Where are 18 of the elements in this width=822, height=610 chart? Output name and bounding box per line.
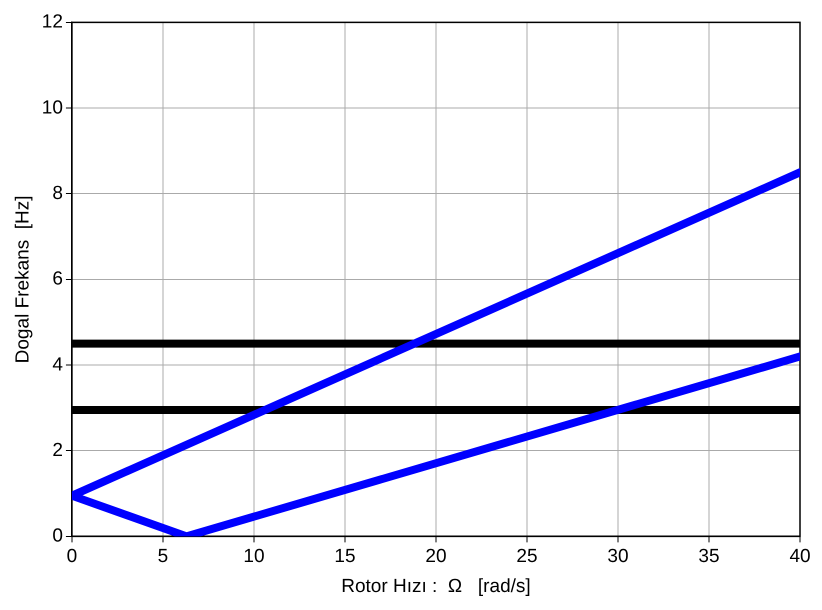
y-tick-label: 8 [52, 182, 63, 204]
x-tick-label: 30 [607, 546, 629, 568]
x-tick-label: 20 [425, 546, 447, 568]
x-tick-label: 15 [334, 546, 356, 568]
x-tick-label: 0 [66, 546, 78, 568]
x-tick-label: 10 [243, 546, 265, 568]
x-tick-label: 35 [698, 546, 720, 568]
x-axis-title: Rotor Hızı : Ω [rad/s] [341, 576, 531, 597]
y-tick-label: 2 [52, 440, 63, 461]
y-tick-label: 10 [42, 97, 63, 118]
x-tick-label: 25 [516, 546, 538, 568]
y-tick-label: 12 [42, 12, 63, 33]
x-tick-label: 40 [789, 546, 811, 568]
x-tick-label: 5 [158, 546, 168, 568]
y-tick-label: 4 [52, 354, 64, 376]
y-tick-label: 0 [52, 526, 63, 547]
y-axis-title: Dogal Frekans [Hz] [12, 195, 34, 364]
y-tick-label: 6 [52, 268, 63, 290]
